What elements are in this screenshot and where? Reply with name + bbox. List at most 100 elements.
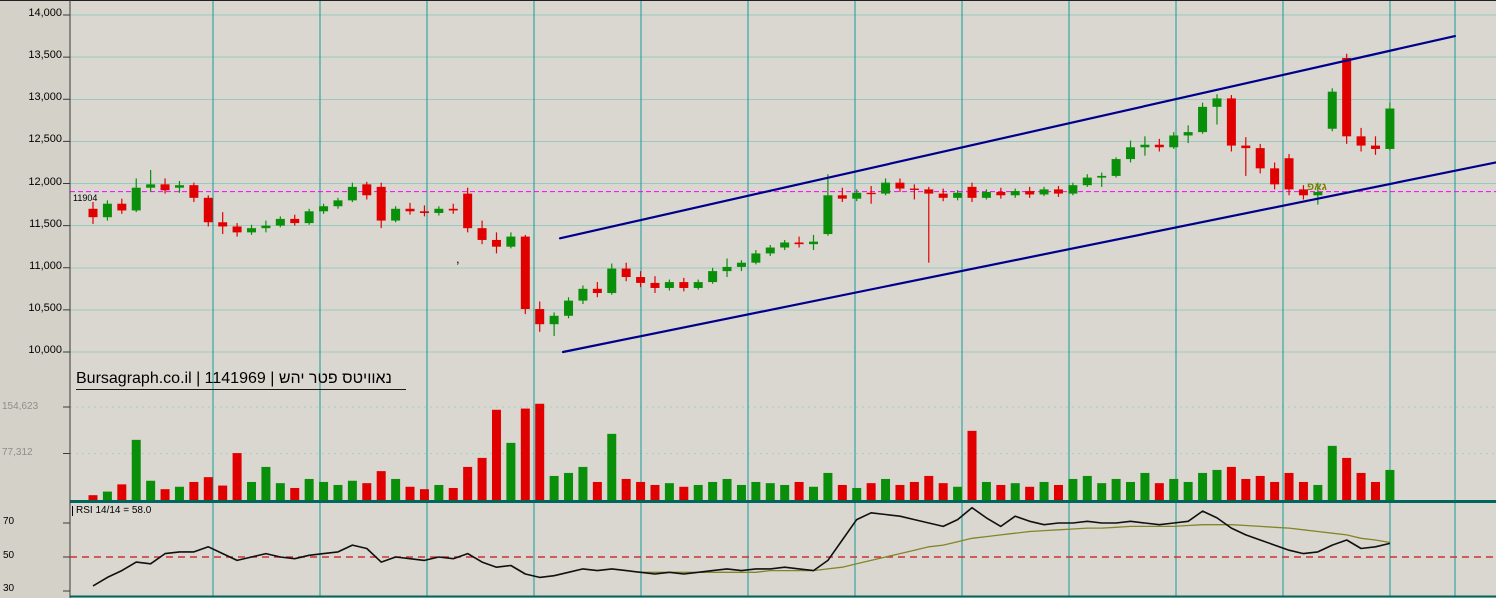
candle-body [765,247,775,254]
volume-bar [1241,478,1251,500]
candle-body [535,309,545,325]
candle-body [1370,145,1380,149]
candle-body [247,228,257,233]
candle-body [491,239,501,247]
candle-body [823,195,833,235]
candle-body [333,200,343,207]
candle-body [1039,189,1049,195]
volume-bar [218,485,228,500]
candle-body [578,288,588,301]
candle-body [448,208,458,211]
volume-bar [953,486,963,500]
candle-body [996,191,1006,196]
candle-body [664,282,674,288]
candle-body [463,193,473,229]
volume-bar [664,483,674,500]
candle-body [1126,147,1136,160]
candle-body [650,282,660,288]
plot-background [70,0,1496,598]
volume-bar [88,495,98,500]
candle-body [924,189,934,194]
candle-body [117,203,127,211]
volume-bar [117,484,127,500]
candle-body [160,184,170,191]
candle-body [261,225,271,229]
volume-bar [506,442,516,500]
volume-bar [405,486,415,500]
price-axis-tick: 13,000 [28,91,62,103]
candle-body [1313,191,1323,196]
volume-bar [549,475,559,500]
candle-body [275,218,285,226]
rsi-line [92,506,1391,587]
volume-bar [1082,475,1092,500]
candle-body [203,197,213,223]
candle-body [1025,191,1035,195]
candle-body [794,242,804,245]
volume-bar [1298,481,1308,500]
volume-bar [938,483,948,500]
candle-body [1198,106,1208,133]
candle-body [780,242,790,248]
candle-body [895,182,905,189]
stray-mark: , [456,251,460,266]
rsi-axis-tick: 50 [3,550,15,561]
candle-body [1342,57,1352,137]
candle-body [1356,136,1366,146]
volume-bar [837,484,847,500]
volume-bar [1126,481,1136,500]
candle-body [290,218,300,224]
volume-bar [1111,478,1121,500]
volume-bar [650,484,660,500]
candle-body [131,187,141,211]
volume-bar [809,486,818,500]
volume-bar [636,481,646,500]
candle-body [679,282,689,288]
volume-bar [1010,483,1020,500]
candle-body [477,228,487,240]
candle-body [722,266,732,272]
price-axis-tick: 12,000 [28,176,62,188]
candle-body [347,186,357,201]
volume-bar [564,472,574,500]
volume-bar [1356,472,1366,500]
volume-bar [1284,472,1294,500]
candle-body [938,193,948,198]
candle-body [174,185,184,188]
volume-bar [909,481,919,500]
candle-body [981,191,991,198]
candle-body [218,222,228,227]
volume-bar [1385,469,1395,500]
volume-bar [491,409,501,500]
candle-body [102,203,112,218]
candle-body [809,241,818,245]
volume-bar [621,478,631,500]
candle-body [1385,108,1395,149]
volume-bar [722,478,732,500]
candle-body [405,208,415,212]
volume-bar [693,484,703,500]
candle-body [1140,144,1150,148]
volume-bar [751,481,761,500]
volume-bar [780,484,790,500]
volume-bar [852,487,862,500]
candle-body [1082,177,1092,186]
volume-bar [794,481,804,500]
volume-bar [448,487,458,500]
volume-bar [1255,475,1265,500]
price-axis-tick: 13,500 [28,49,62,61]
volume-bar [189,481,199,500]
candle-body [636,277,646,283]
candle-body [232,226,242,233]
candle-body [736,262,746,267]
volume-bar [520,408,530,500]
candle-body [1270,168,1280,185]
price-axis-tick: 12,500 [28,133,62,145]
volume-bar [232,453,242,500]
volume-bar [1342,457,1352,500]
volume-bar [347,480,357,500]
candle-body [362,184,372,196]
price-axis-tick: 14,000 [28,7,62,19]
